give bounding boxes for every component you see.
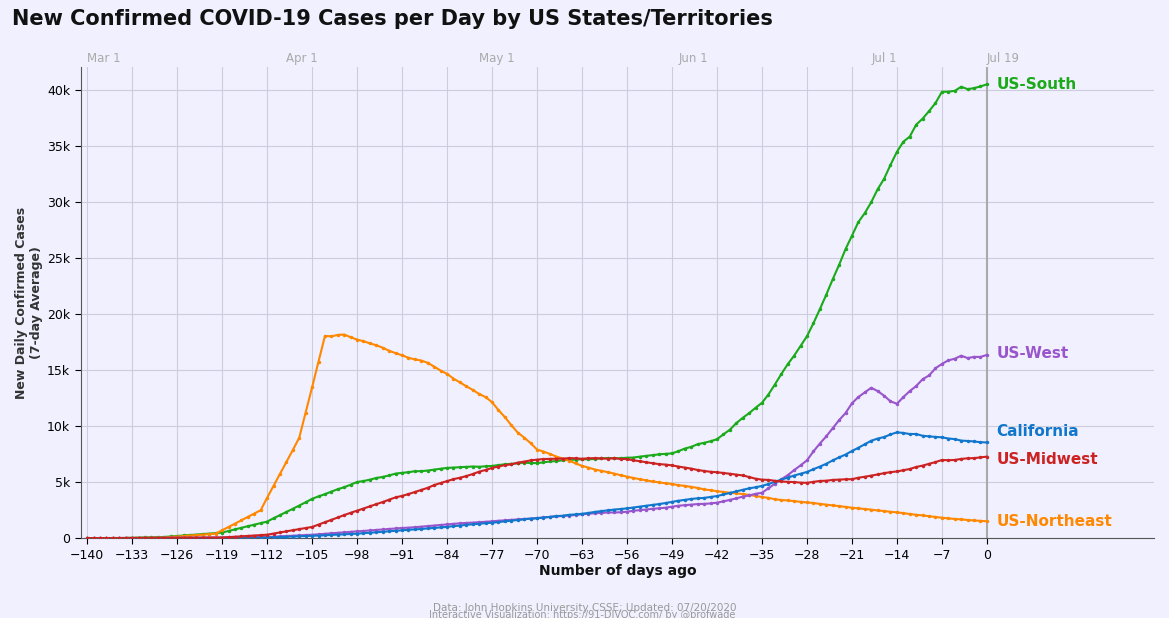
Text: Interactive Visualization: https://91-DIVOC.com/ by @profwade_: Interactive Visualization: https://91-DI… [429, 609, 740, 618]
Text: Apr 1: Apr 1 [286, 52, 318, 65]
Text: Mar 1: Mar 1 [88, 52, 120, 65]
Text: US-Northeast: US-Northeast [996, 514, 1112, 529]
Text: Data: John Hopkins University CSSE; Updated: 07/20/2020: Data: John Hopkins University CSSE; Upda… [433, 603, 736, 612]
Text: US-West: US-West [996, 345, 1068, 361]
Text: California: California [996, 424, 1079, 439]
Text: Jun 1: Jun 1 [678, 52, 708, 65]
Text: May 1: May 1 [479, 52, 514, 65]
Text: New Confirmed COVID-19 Cases per Day by US States/Territories: New Confirmed COVID-19 Cases per Day by … [12, 9, 773, 29]
Text: US-Midwest: US-Midwest [996, 452, 1098, 467]
Text: Jul 19: Jul 19 [987, 52, 1019, 65]
X-axis label: Number of days ago: Number of days ago [539, 564, 697, 578]
Text: US-South: US-South [996, 77, 1077, 91]
Text: Jul 1: Jul 1 [871, 52, 897, 65]
Y-axis label: New Daily Confirmed Cases
(7-day Average): New Daily Confirmed Cases (7-day Average… [15, 206, 43, 399]
